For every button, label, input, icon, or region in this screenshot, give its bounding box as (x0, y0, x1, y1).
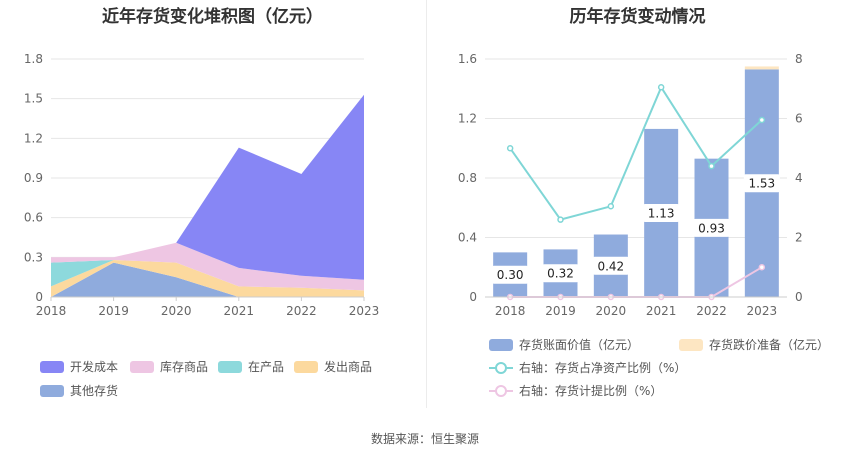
x-tick-label: 2019 (98, 304, 129, 318)
line-point (657, 84, 665, 91)
right-y-tick-label: 0 (795, 290, 803, 304)
y-tick-label: 0.6 (24, 211, 43, 225)
line-point (506, 145, 514, 152)
legend-swatch (40, 360, 64, 373)
left-y-tick-label: 0.8 (458, 171, 477, 185)
panel-divider (426, 0, 427, 408)
legend-item-goods-shipped[interactable]: 发出商品 (294, 358, 372, 375)
legend-swatch (294, 360, 318, 373)
y-tick-label: 0.9 (24, 171, 43, 185)
legend-item-impairment[interactable]: 存货跌价准备（亿元） (679, 336, 829, 353)
data-label-bg (592, 256, 629, 275)
x-tick-label: 2018 (495, 304, 526, 318)
left-y-tick-label: 0 (469, 290, 477, 304)
stacked-area-chart-panel: 近年存货变化堆积图（亿元） 0 0.3 0.6 0.9 1.2 1.5 1.8 2018 201… (0, 0, 425, 410)
bar-data-label: 0.93 (698, 221, 725, 235)
left-chart-title: 近年存货变化堆积图（亿元） (102, 7, 323, 27)
legend-label: 其他存货 (70, 384, 119, 398)
legend-label: 开发成本 (70, 360, 119, 374)
bar-impairment (744, 66, 779, 70)
data-label-bg (693, 218, 730, 237)
legend-label: 发出商品 (324, 360, 373, 374)
x-tick-label: 2023 (349, 304, 380, 318)
line-point (758, 264, 766, 271)
x-tick-label: 2018 (36, 304, 67, 318)
right-y-tick-label: 2 (795, 231, 803, 245)
left-legend: 开发成本 库存商品 在产品 发出商品 其他存货 (40, 358, 420, 403)
right-y-tick-label: 6 (795, 112, 803, 126)
area-series (51, 260, 364, 291)
legend-line-swatch (489, 384, 513, 398)
line-point (607, 203, 615, 210)
x-tick-label: 2022 (286, 304, 317, 318)
y-tick-label: 1.5 (24, 92, 43, 106)
legend-item-inventory-goods[interactable]: 库存商品 (130, 358, 208, 375)
line-point (708, 162, 715, 170)
legend-item-provision-ratio[interactable]: 右轴：存货计提比例（%） (489, 382, 662, 399)
legend-item-work-in-progress[interactable]: 在产品 (218, 358, 284, 375)
bar-data-label: 1.13 (648, 206, 675, 220)
y-tick-label: 1.2 (24, 131, 43, 145)
left-y-tick-label: 1.6 (458, 52, 477, 66)
inventory-bar-chart: 0 0.4 0.8 1.2 1.6 0 2 4 6 8 0.30 0.32 0.42 1.13 0.93 1.… (458, 52, 803, 318)
legend-label: 右轴：存货占净资产比例（%） (519, 361, 687, 375)
left-y-tick-label: 1.2 (458, 112, 477, 126)
area-series (51, 242, 364, 291)
legend-label: 存货跌价准备（亿元） (709, 338, 830, 352)
area-series (51, 94, 364, 280)
y-tick-label: 0 (35, 290, 43, 304)
right-y-tick-label: 8 (795, 52, 803, 66)
line-net-asset-ratio (509, 85, 763, 221)
y-tick-label: 1.8 (24, 52, 43, 66)
bar-data-label: 0.32 (547, 267, 574, 281)
line-point (557, 216, 564, 223)
legend-label: 库存商品 (160, 360, 209, 374)
legend-label: 在产品 (248, 360, 285, 374)
x-tick-label: 2020 (161, 304, 192, 318)
data-label-bg (743, 174, 780, 193)
bar-data-label: 0.42 (597, 259, 624, 273)
legend-item-other-inventory[interactable]: 其他存货 (40, 382, 118, 399)
right-chart-title: 历年存货变动情况 (569, 7, 706, 27)
legend-swatch (489, 338, 513, 351)
area-series (51, 262, 364, 297)
bar-data-label: 1.53 (748, 177, 775, 191)
stacked-area-chart: 0 0.3 0.6 0.9 1.2 1.5 1.8 2018 2019 2020 2021 2022 2… (24, 52, 380, 318)
left-y-tick-label: 0.4 (458, 231, 477, 245)
x-tick-label: 2021 (224, 304, 255, 318)
legend-swatch (130, 360, 154, 373)
y-tick-label: 0.3 (24, 250, 43, 264)
area-series (51, 260, 364, 297)
data-label-bg (492, 265, 529, 284)
legend-swatch (679, 338, 703, 351)
data-label-bg (542, 264, 579, 283)
x-tick-label: 2022 (696, 304, 727, 318)
right-legend: 存货账面价值（亿元） 存货跌价准备（亿元） 右轴：存货占净资产比例（%） 右轴：… (489, 336, 849, 406)
data-source-note: 数据来源：恒生聚源 (370, 432, 479, 446)
legend-line-swatch (489, 361, 513, 375)
right-y-tick-label: 4 (795, 171, 803, 185)
legend-item-development-cost[interactable]: 开发成本 (40, 358, 118, 375)
legend-swatch (218, 360, 242, 373)
legend-label: 存货账面价值（亿元） (519, 338, 640, 352)
line-point (758, 116, 766, 124)
legend-label: 右轴：存货计提比例（%） (519, 384, 663, 398)
x-tick-label: 2019 (545, 304, 576, 318)
legend-swatch (40, 384, 64, 397)
x-tick-label: 2021 (646, 304, 677, 318)
legend-item-book-value[interactable]: 存货账面价值（亿元） (489, 336, 639, 353)
bar-data-label: 0.30 (497, 268, 524, 282)
legend-item-net-asset-ratio[interactable]: 右轴：存货占净资产比例（%） (489, 359, 686, 376)
x-tick-label: 2020 (596, 304, 627, 318)
data-label-bg (643, 203, 680, 222)
x-tick-label: 2023 (747, 304, 778, 318)
inventory-bar-chart-panel: 历年存货变动情况 0 0.4 0.8 1.2 1.6 0 2 4 6 8 0.30 0.32 0.42 1… (425, 0, 850, 410)
